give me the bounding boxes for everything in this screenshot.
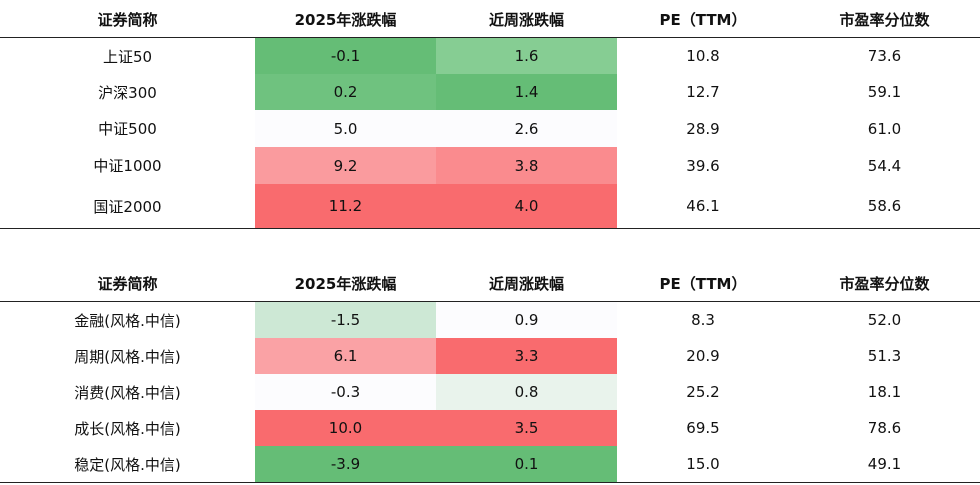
cell-ytd: -1.5 xyxy=(255,301,436,338)
cell-name: 消费(风格.中信) xyxy=(74,383,181,402)
cell-week: 3.3 xyxy=(436,338,617,374)
cell-week: 0.9 xyxy=(436,301,617,338)
table-row: 上证50 -0.1 1.6 10.8 73.6 xyxy=(0,37,980,74)
table-row: 消费(风格.中信) -0.3 0.8 25.2 18.1 xyxy=(0,374,980,410)
header-pe-percentile: 市盈率分位数 xyxy=(839,275,930,293)
header-pe-percentile: 市盈率分位数 xyxy=(839,11,930,29)
cell-week: 4.0 xyxy=(436,184,617,229)
cell-percentile: 59.1 xyxy=(867,83,902,101)
cell-ytd: 6.1 xyxy=(255,338,436,374)
header-row: 证券简称 2025年涨跌幅 近周涨跌幅 PE（TTM） 市盈率分位数 xyxy=(0,2,980,38)
cell-percentile: 61.0 xyxy=(867,119,902,138)
cell-ytd: -0.3 xyxy=(255,374,436,410)
header-row: 证券简称 2025年涨跌幅 近周涨跌幅 PE（TTM） 市盈率分位数 xyxy=(0,266,980,302)
cell-name: 沪深300 xyxy=(98,83,157,102)
cell-pe: 69.5 xyxy=(686,419,720,437)
cell-ytd: 0.2 xyxy=(255,74,436,110)
header-week-change: 近周涨跌幅 xyxy=(488,11,564,29)
cell-percentile: 18.1 xyxy=(867,383,902,401)
cell-pe: 20.9 xyxy=(686,347,720,365)
cell-pe: 39.6 xyxy=(686,156,720,175)
cell-ytd: 9.2 xyxy=(255,147,436,184)
table-row: 金融(风格.中信) -1.5 0.9 8.3 52.0 xyxy=(0,301,980,338)
cell-name: 中证1000 xyxy=(93,157,162,175)
cell-name: 金融(风格.中信) xyxy=(74,311,181,330)
cell-ytd: 5.0 xyxy=(255,110,436,147)
cell-pe: 10.8 xyxy=(686,47,720,65)
table-row: 中证1000 9.2 3.8 39.6 54.4 xyxy=(0,147,980,184)
cell-name: 成长(风格.中信) xyxy=(74,419,181,438)
cell-week: 0.8 xyxy=(436,374,617,410)
table-row: 国证2000 11.2 4.0 46.1 58.6 xyxy=(0,184,980,229)
cell-name: 中证500 xyxy=(98,120,157,138)
cell-week: 2.6 xyxy=(436,110,617,147)
cell-percentile: 73.6 xyxy=(867,47,902,65)
cell-week: 1.6 xyxy=(436,37,617,74)
cell-name: 上证50 xyxy=(102,47,153,66)
table-row: 稳定(风格.中信) -3.9 0.1 15.0 49.1 xyxy=(0,446,980,483)
cell-ytd: 10.0 xyxy=(255,410,436,446)
header-pe-ttm: PE（TTM） xyxy=(659,11,747,29)
cell-ytd: -0.1 xyxy=(255,37,436,74)
index-valuation-table: 证券简称 2025年涨跌幅 近周涨跌幅 PE（TTM） 市盈率分位数 上证50 … xyxy=(0,2,980,229)
cell-week: 3.5 xyxy=(436,410,617,446)
cell-pe: 12.7 xyxy=(686,83,720,101)
table-row: 成长(风格.中信) 10.0 3.5 69.5 78.6 xyxy=(0,410,980,446)
cell-week: 1.4 xyxy=(436,74,617,110)
cell-pe: 28.9 xyxy=(686,119,720,138)
table-row: 沪深300 0.2 1.4 12.7 59.1 xyxy=(0,74,980,110)
header-name: 证券简称 xyxy=(97,11,158,29)
cell-week: 0.1 xyxy=(436,446,617,483)
cell-week: 3.8 xyxy=(436,147,617,184)
header-pe-ttm: PE（TTM） xyxy=(659,275,747,293)
header-name: 证券简称 xyxy=(97,275,158,293)
cell-percentile: 78.6 xyxy=(867,419,902,437)
cell-ytd: -3.9 xyxy=(255,446,436,483)
cell-pe: 15.0 xyxy=(686,455,720,473)
header-ytd-change: 2025年涨跌幅 xyxy=(294,11,397,29)
cell-name: 周期(风格.中信) xyxy=(74,347,181,366)
cell-pe: 46.1 xyxy=(686,197,720,215)
cell-name: 国证2000 xyxy=(93,197,162,216)
table-row: 周期(风格.中信) 6.1 3.3 20.9 51.3 xyxy=(0,338,980,374)
cell-percentile: 52.0 xyxy=(867,311,902,329)
cell-percentile: 58.6 xyxy=(867,197,902,215)
table-row: 中证500 5.0 2.6 28.9 61.0 xyxy=(0,110,980,147)
style-valuation-table: 证券简称 2025年涨跌幅 近周涨跌幅 PE（TTM） 市盈率分位数 金融(风格… xyxy=(0,266,980,483)
cell-percentile: 54.4 xyxy=(867,156,902,175)
cell-name: 稳定(风格.中信) xyxy=(74,455,181,474)
cell-pe: 8.3 xyxy=(691,311,715,329)
cell-ytd: 11.2 xyxy=(255,184,436,229)
cell-percentile: 49.1 xyxy=(867,455,902,473)
header-ytd-change: 2025年涨跌幅 xyxy=(294,275,397,293)
cell-pe: 25.2 xyxy=(686,383,720,401)
header-week-change: 近周涨跌幅 xyxy=(488,275,564,293)
cell-percentile: 51.3 xyxy=(867,347,902,365)
